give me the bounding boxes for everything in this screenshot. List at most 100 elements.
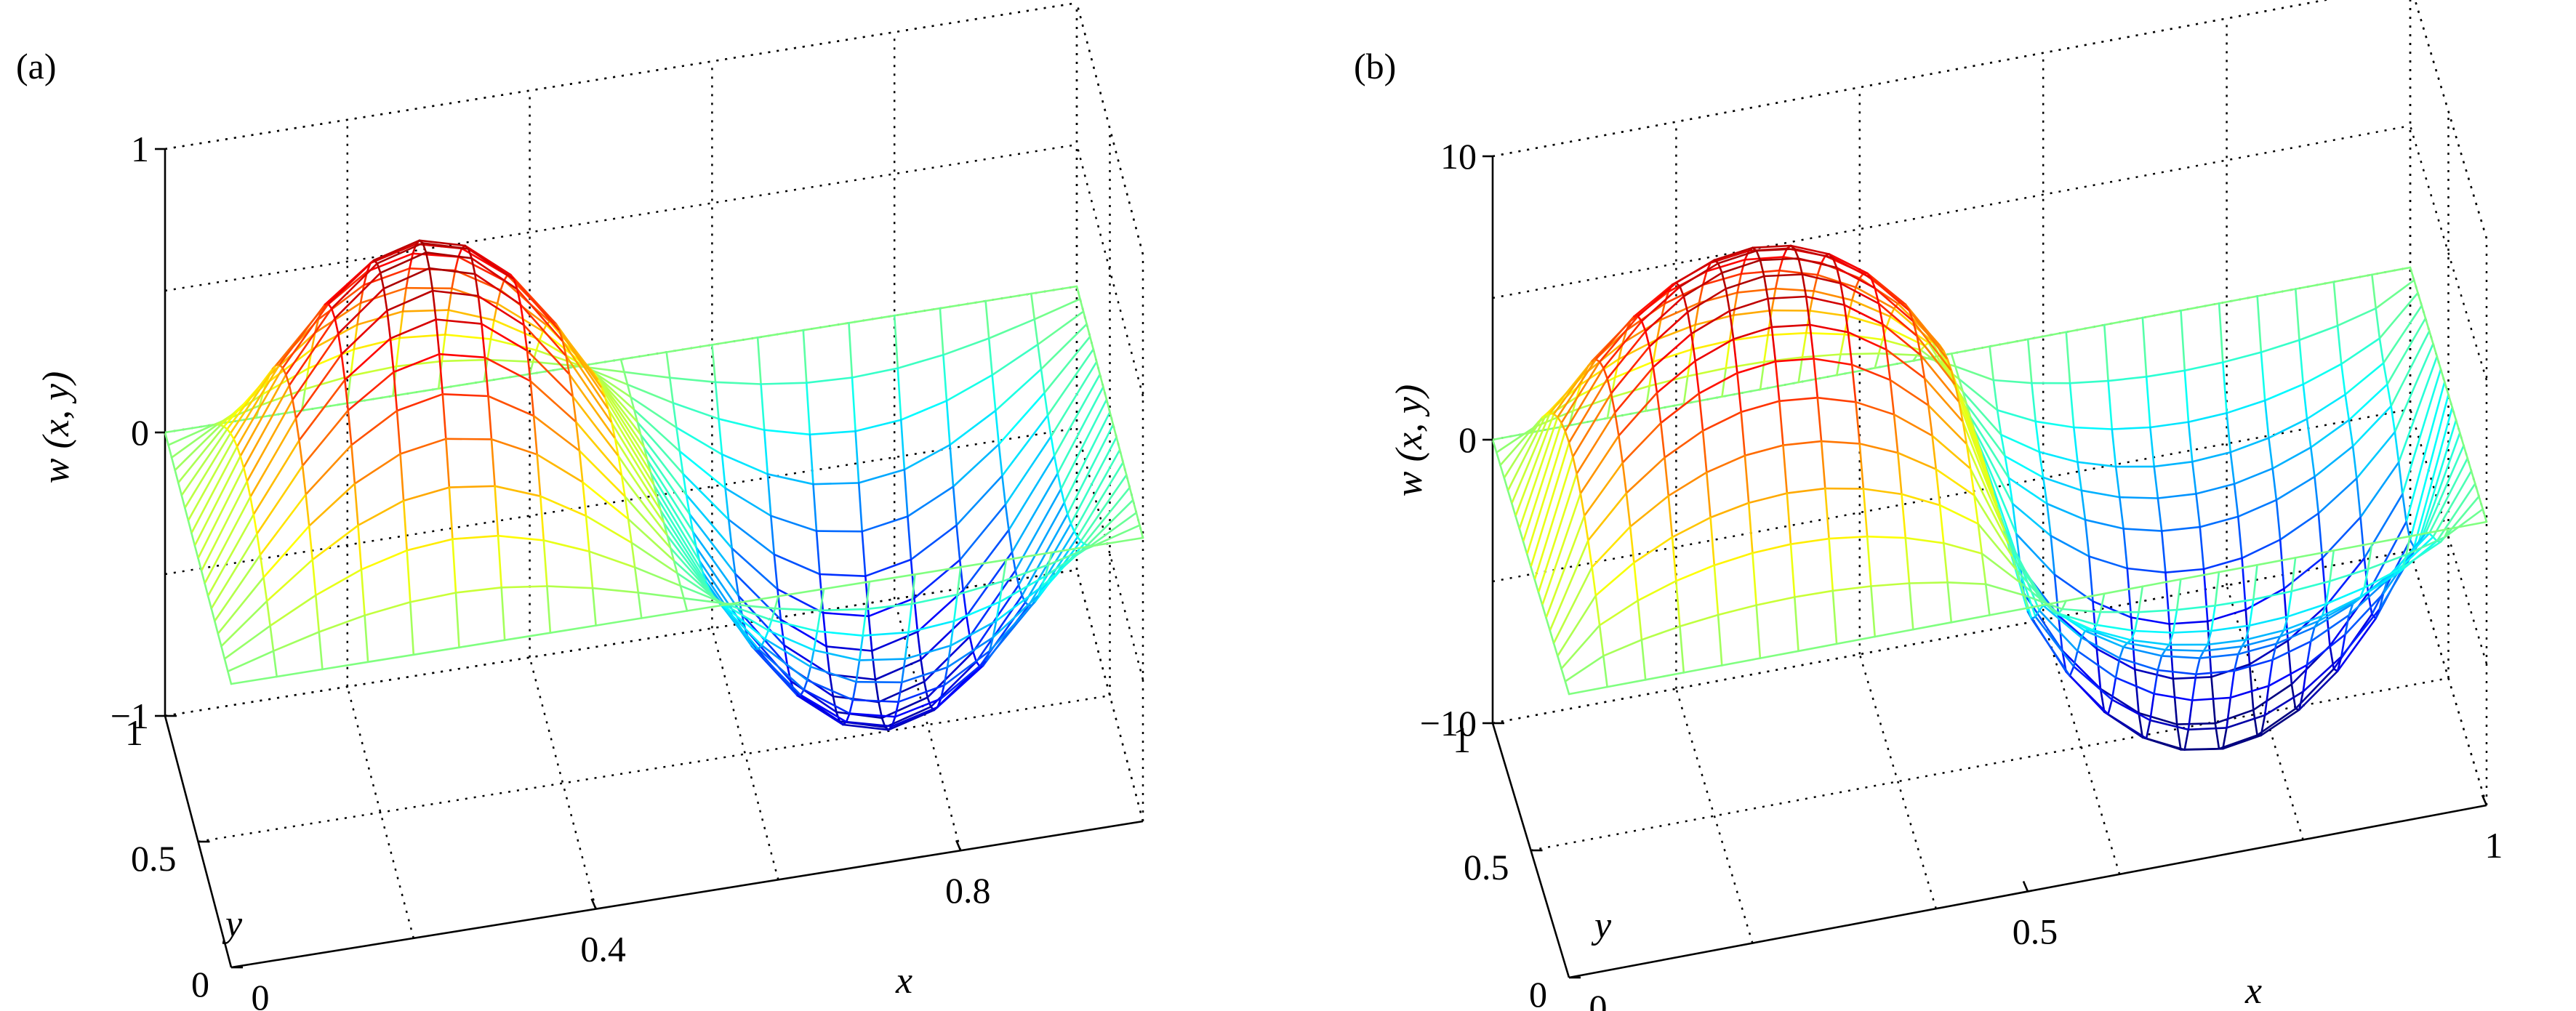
mesh-segment bbox=[796, 694, 844, 726]
mesh-segment bbox=[549, 624, 597, 635]
mesh-segment bbox=[2336, 617, 2377, 672]
mesh-segment bbox=[1568, 417, 1609, 427]
mesh-segment bbox=[2084, 518, 2124, 530]
mesh-segment bbox=[1813, 358, 1819, 399]
mesh-segment bbox=[187, 519, 193, 534]
mesh-segment bbox=[2134, 668, 2140, 714]
mesh-segment bbox=[1893, 413, 1899, 454]
mesh-segment bbox=[585, 515, 590, 553]
mesh-segment bbox=[2252, 590, 2293, 601]
grid-line bbox=[164, 1, 1078, 150]
x-tick-mark bbox=[2481, 794, 2488, 806]
mesh-segment bbox=[2252, 709, 2258, 736]
mesh-segment bbox=[812, 483, 818, 532]
mesh-segment bbox=[2317, 512, 2324, 560]
mesh-segment bbox=[1067, 423, 1115, 515]
mesh-segment bbox=[2084, 629, 2124, 648]
mesh-segment bbox=[1882, 323, 1887, 351]
mesh-segment bbox=[1744, 444, 1784, 457]
mesh-segment bbox=[894, 701, 900, 718]
mesh-segment bbox=[2046, 502, 2052, 537]
mesh-segment bbox=[1740, 411, 1746, 457]
mesh-segment bbox=[2444, 381, 2449, 396]
mesh-segment bbox=[2233, 653, 2239, 672]
mesh-segment bbox=[2309, 613, 2351, 643]
mesh-segment bbox=[555, 323, 603, 390]
mesh-segment bbox=[1965, 443, 1972, 470]
mesh-segment bbox=[489, 338, 538, 352]
mesh-segment bbox=[808, 433, 814, 486]
mesh-segment bbox=[2336, 324, 2343, 366]
mesh-segment bbox=[467, 248, 515, 281]
mesh-segment bbox=[721, 603, 770, 632]
mesh-segment bbox=[721, 453, 769, 475]
mesh-segment bbox=[1491, 438, 1498, 454]
mesh-segment bbox=[2095, 648, 2136, 671]
mesh-segment bbox=[1828, 253, 1869, 275]
mesh-segment bbox=[1763, 356, 1804, 363]
mesh-segment bbox=[1594, 315, 1635, 361]
mesh-segment bbox=[314, 568, 363, 597]
mesh-segment bbox=[2210, 624, 2251, 632]
mesh-segment bbox=[2084, 518, 2090, 557]
mesh-segment bbox=[2363, 566, 2404, 589]
mesh-segment bbox=[190, 532, 196, 547]
mesh-segment bbox=[854, 419, 902, 432]
mesh-segment bbox=[714, 381, 720, 420]
mesh-segment bbox=[1660, 392, 1701, 424]
mesh-segment bbox=[2279, 539, 2285, 590]
mesh-segment bbox=[2402, 493, 2407, 523]
mesh-segment bbox=[1923, 377, 1930, 407]
mesh-segment bbox=[1002, 558, 1008, 583]
mesh-segment bbox=[813, 649, 861, 661]
mesh-segment bbox=[343, 337, 392, 382]
mesh-segment bbox=[376, 262, 382, 274]
mesh-segment bbox=[2183, 728, 2190, 751]
mesh-segment bbox=[594, 374, 642, 436]
mesh-segment bbox=[1706, 454, 1746, 474]
mesh-segment bbox=[565, 355, 571, 376]
mesh-segment bbox=[2268, 418, 2308, 439]
mesh-segment bbox=[2175, 722, 2217, 725]
mesh-segment bbox=[1602, 655, 1608, 688]
y-axis-label-b: y bbox=[1591, 905, 1612, 946]
mesh-segment bbox=[1801, 273, 1842, 285]
mesh-segment bbox=[487, 395, 535, 417]
mesh-segment bbox=[1645, 330, 1650, 348]
mesh-segment bbox=[1713, 564, 1720, 616]
mesh-segment bbox=[447, 309, 495, 321]
mesh-segment bbox=[529, 380, 577, 423]
mesh-segment bbox=[1576, 383, 1582, 398]
mesh-segment bbox=[678, 450, 684, 475]
mesh-segment bbox=[187, 438, 235, 522]
mesh-segment bbox=[1083, 486, 1131, 545]
mesh-segment bbox=[311, 524, 359, 561]
mesh-segment bbox=[1030, 292, 1036, 321]
mesh-segment bbox=[2187, 411, 2228, 423]
mesh-segment bbox=[1115, 436, 1121, 451]
mesh-segment bbox=[347, 371, 395, 411]
mesh-segment bbox=[2206, 638, 2247, 646]
mesh-segment bbox=[1079, 297, 1085, 313]
mesh-segment bbox=[447, 287, 453, 311]
mesh-segment bbox=[1089, 512, 1138, 547]
mesh-segment bbox=[861, 515, 909, 533]
mesh-segment bbox=[643, 446, 691, 515]
mesh-segment bbox=[1950, 614, 1991, 624]
mesh-segment bbox=[2183, 361, 2224, 372]
mesh-segment bbox=[1503, 416, 1544, 479]
mesh-segment bbox=[803, 688, 851, 714]
mesh-segment bbox=[945, 374, 993, 402]
mesh-segment bbox=[310, 323, 358, 351]
mesh-segment bbox=[298, 379, 346, 442]
mesh-segment bbox=[1503, 477, 1509, 492]
mesh-segment bbox=[2206, 629, 2212, 646]
mesh-segment bbox=[945, 400, 951, 446]
mesh-segment bbox=[1839, 282, 1845, 306]
mesh-segment bbox=[1613, 411, 1620, 437]
mesh-segment bbox=[1701, 273, 1743, 286]
mesh-segment bbox=[1736, 273, 1743, 294]
mesh-segment bbox=[1549, 629, 1555, 645]
mesh-segment bbox=[1728, 297, 1769, 313]
mesh-segment bbox=[819, 587, 825, 612]
